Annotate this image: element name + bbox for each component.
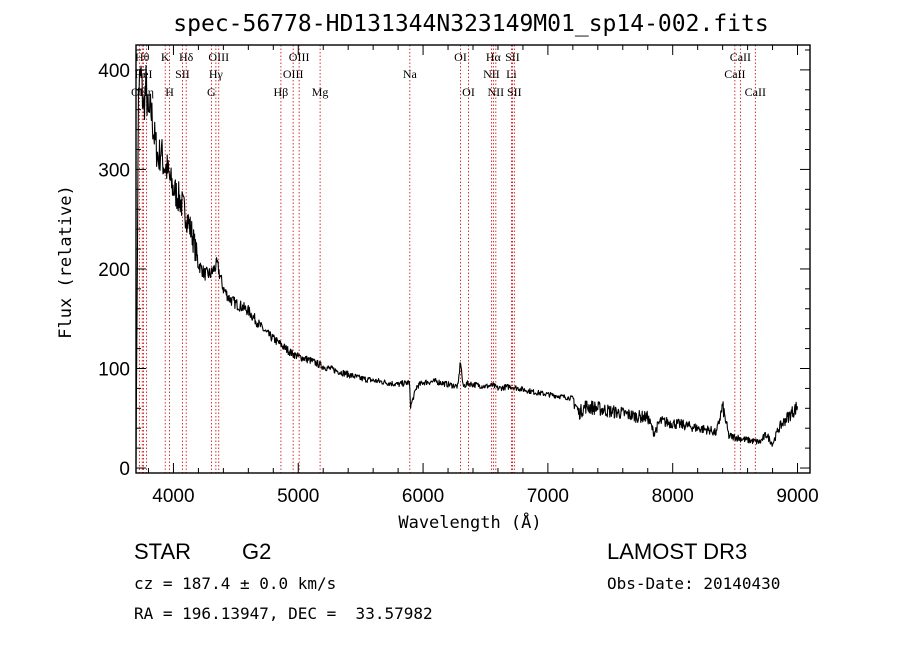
x-tick-label: 4000 <box>152 486 194 507</box>
line-marker-label: OIII <box>289 50 310 64</box>
line-marker-label: SII <box>507 85 522 99</box>
line-marker-label: HeI <box>134 67 152 81</box>
line-marker-label: K <box>161 50 170 64</box>
x-tick-label: 6000 <box>402 486 444 507</box>
line-marker-label: SII <box>175 67 190 81</box>
line-marker-label: OIII <box>283 67 304 81</box>
line-marker-label: CaII <box>724 67 745 81</box>
spectrum-series-line <box>135 64 799 464</box>
line-marker-label: Mg <box>312 85 329 99</box>
spectral-subclass: G2 <box>242 539 272 564</box>
line-marker-label: NII <box>488 85 505 99</box>
line-marker-label: Hβ <box>274 85 289 99</box>
object-class: STAR <box>134 539 192 564</box>
y-tick-label: 300 <box>98 160 130 181</box>
observation-date: Obs-Date: 20140430 <box>607 574 781 593</box>
line-marker-label: Hθ <box>135 50 150 64</box>
line-marker-label: SII <box>505 50 520 64</box>
line-marker-label: Hδ <box>179 50 194 64</box>
x-tick-label: 8000 <box>652 486 694 507</box>
y-axis-ticks: 0 100 200 300 400 <box>98 49 810 480</box>
line-markers <box>138 45 756 473</box>
line-marker-labels: OIIHθHeIHηKHSIIHδGHγOIIIHβOIIIOIIIMgNaOI… <box>131 50 766 99</box>
x-tick-label: 7000 <box>527 486 569 507</box>
spectrum-chart: spec-56778-HD131344N323149M01_sp14-002.f… <box>56 11 819 533</box>
y-tick-label: 200 <box>98 260 130 281</box>
y-axis-label: Flux (relative) <box>56 185 76 339</box>
line-marker-label: CaII <box>730 50 751 64</box>
y-tick-label: 100 <box>98 359 130 380</box>
line-marker-label: Li <box>506 67 517 81</box>
line-marker-label: CaII <box>745 85 766 99</box>
x-axis-ticks: 4000 5000 6000 7000 8000 9000 <box>147 45 819 507</box>
survey-name: LAMOST DR3 <box>607 539 748 564</box>
x-axis-label: Wavelength (Å) <box>398 511 541 533</box>
plot-frame <box>135 44 811 474</box>
y-tick-label: 0 <box>119 459 130 480</box>
line-marker-label: H <box>165 85 174 99</box>
sky-coordinates: RA = 196.13947, DEC = 33.57982 <box>134 604 433 623</box>
redshift-velocity: cz = 187.4 ± 0.0 km/s <box>134 574 337 593</box>
x-tick-label: 9000 <box>776 486 818 507</box>
line-marker-label: Hγ <box>209 67 224 81</box>
line-marker-label: Na <box>403 67 418 81</box>
line-marker-label: OI <box>454 50 467 64</box>
line-marker-label: NII <box>483 67 500 81</box>
line-marker-label: OIII <box>208 50 229 64</box>
line-marker-label: G <box>207 85 216 99</box>
chart-title: spec-56778-HD131344N323149M01_sp14-002.f… <box>173 11 768 37</box>
x-tick-label: 5000 <box>277 486 319 507</box>
line-marker-label: OI <box>462 85 475 99</box>
line-marker-label: Hα <box>486 50 502 64</box>
y-tick-label: 400 <box>98 61 130 82</box>
